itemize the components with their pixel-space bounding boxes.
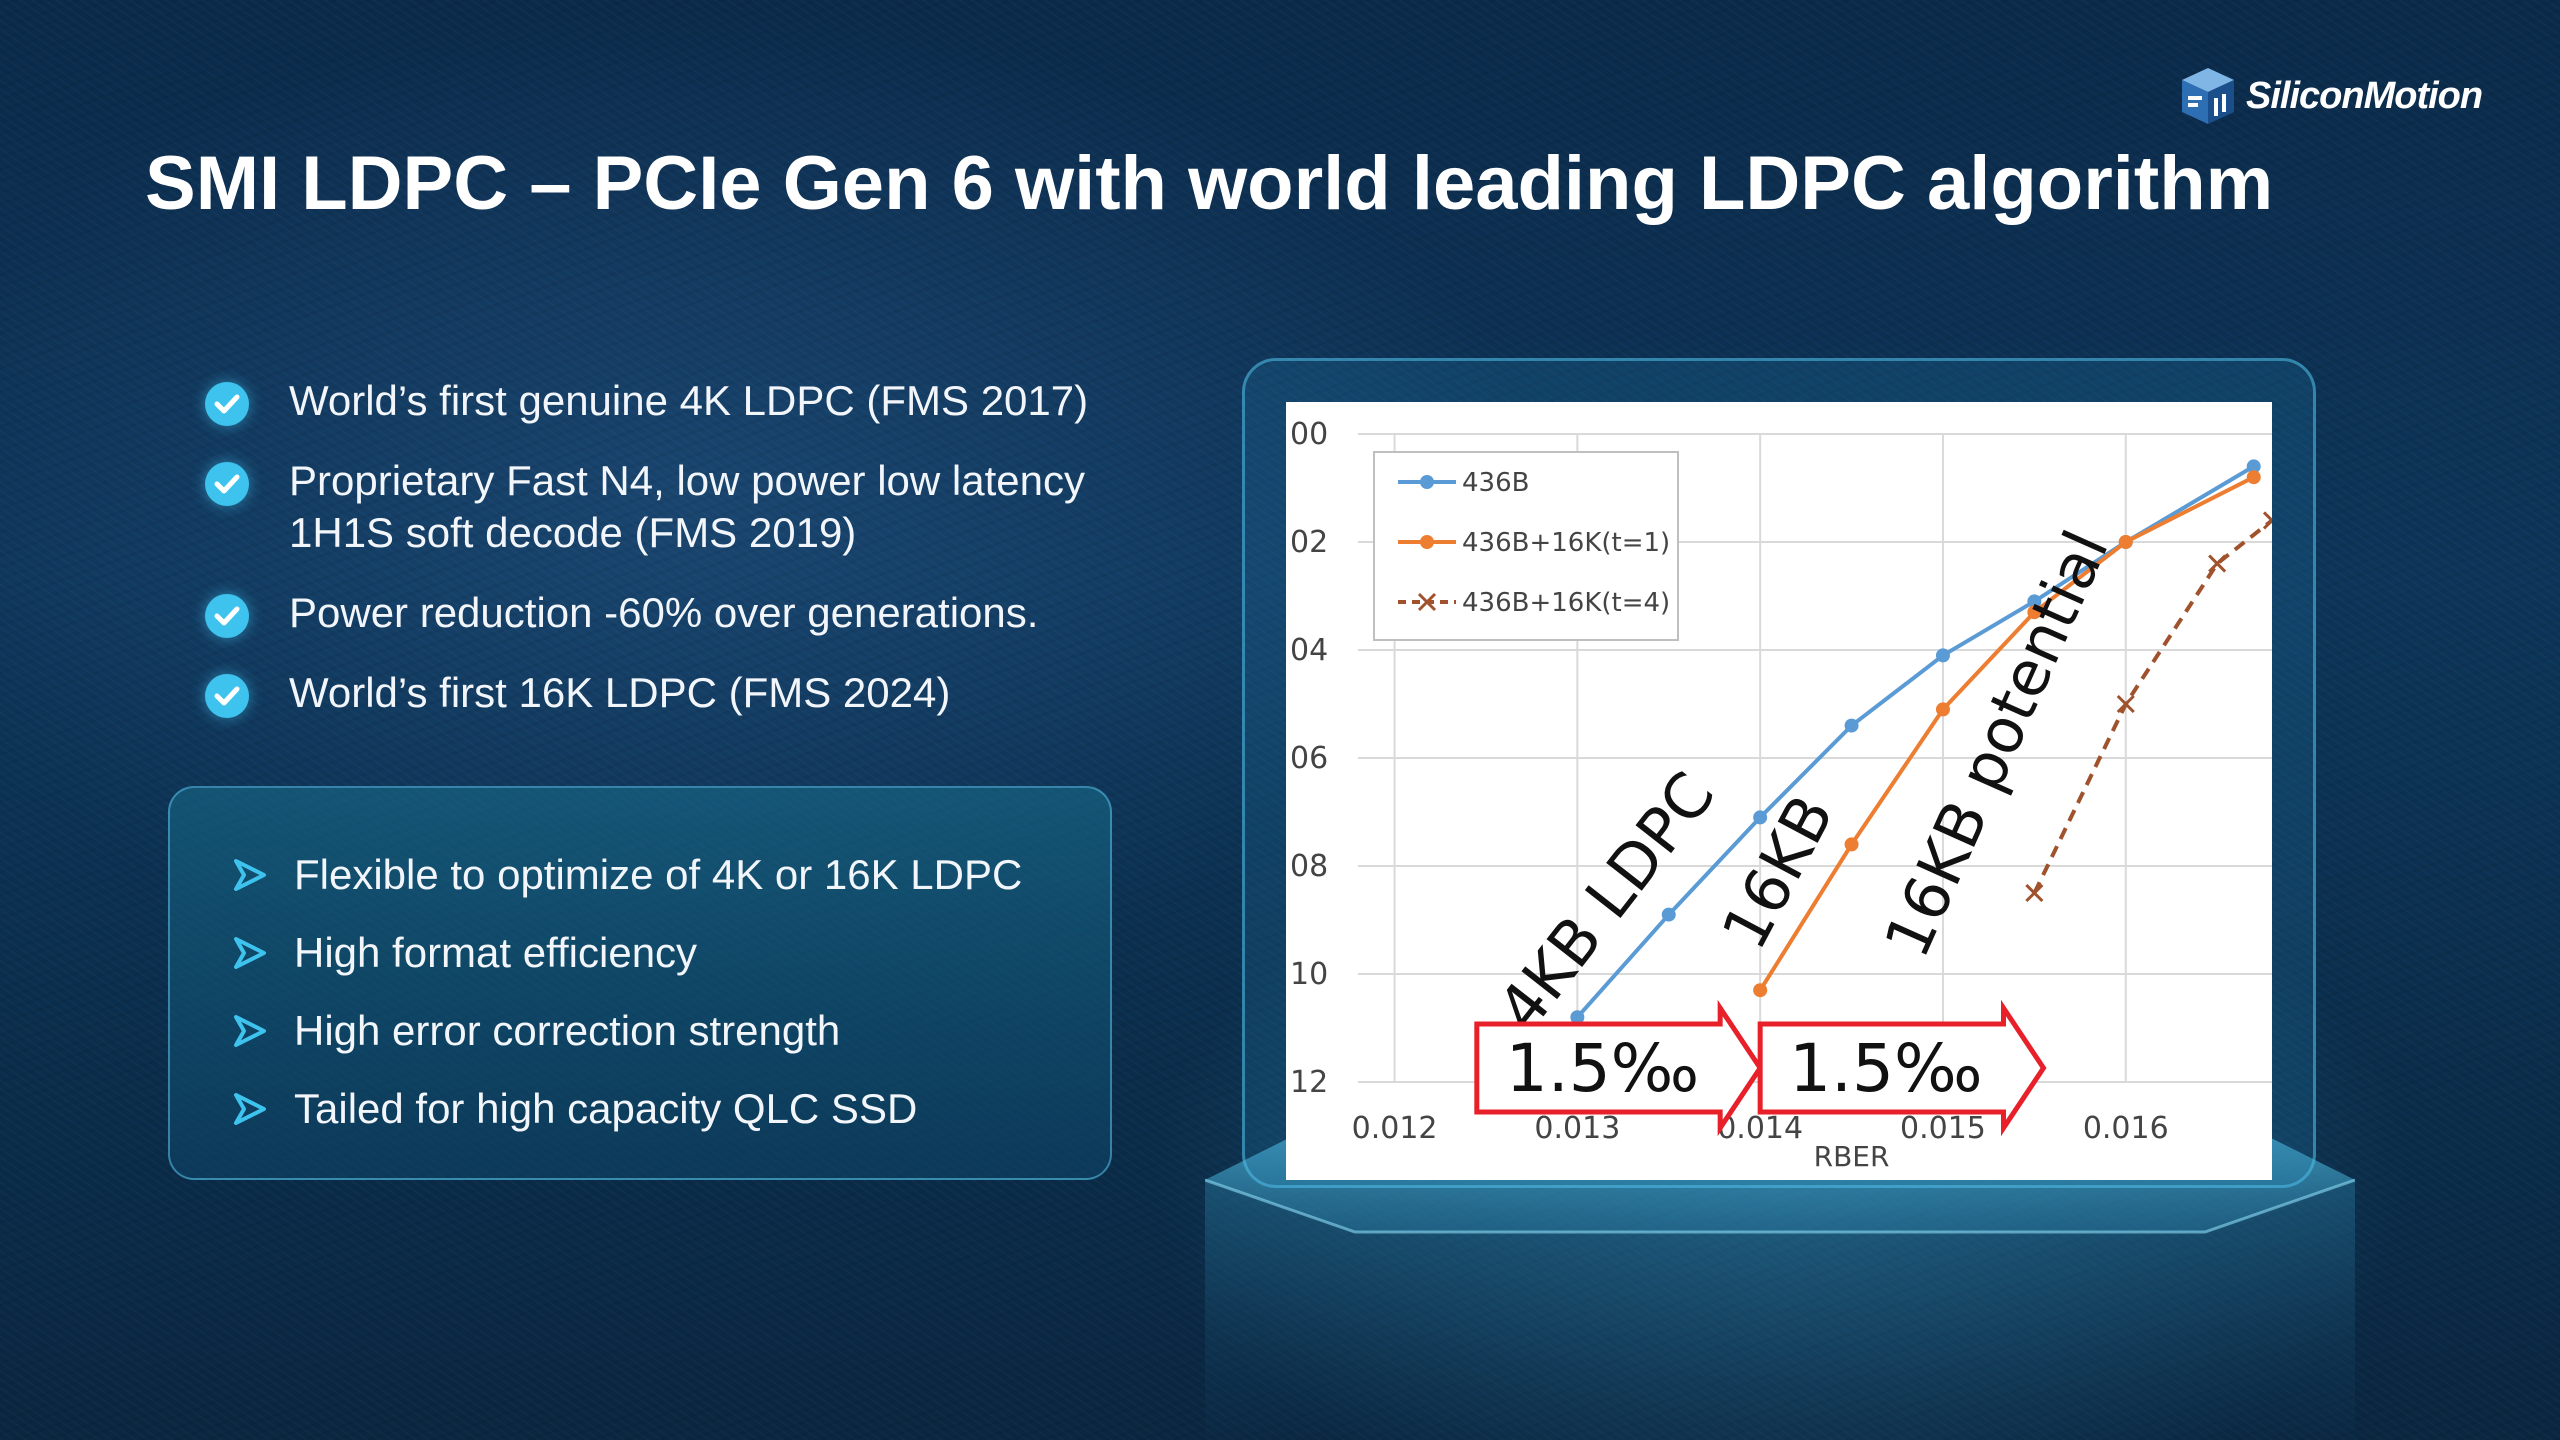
y-tick-label: 10 [1290, 957, 1328, 992]
x-tick-label: 0.015 [1900, 1111, 1986, 1146]
logo-text: SiliconMotion [2246, 74, 2483, 117]
y-tick-label: 02 [1290, 525, 1328, 560]
data-point [1570, 1010, 1585, 1025]
legend-label: 436B+16K(t=4) [1462, 588, 1670, 618]
series-line-2 [2032, 518, 2272, 894]
annotation-16kb: 16KB [1707, 783, 1848, 960]
arrowhead-bullet-icon [234, 1015, 266, 1047]
legend-marker [1417, 592, 1437, 612]
x-tick-label: 0.013 [1534, 1111, 1620, 1146]
data-point [2262, 511, 2272, 530]
y-tick-label: 12 [1290, 1065, 1328, 1100]
slide-title: SMI LDPC – PCIe Gen 6 with world leading… [145, 141, 2274, 226]
data-point [1661, 907, 1676, 922]
feature-item: High format efficiency [230, 914, 1022, 992]
gain-callout-2-label: 1.5‰ [1789, 1030, 1983, 1107]
x-tick-label: 0.014 [1717, 1111, 1803, 1146]
arrowhead-bullet-icon [234, 937, 266, 969]
data-point [2116, 694, 2135, 714]
feature-text: Tailed for high capacity QLC SSD [294, 1085, 918, 1132]
highlight-text: Proprietary Fast N4, low power low laten… [289, 457, 1085, 556]
annotation-16kb-potential: 16KB potential [1870, 520, 2123, 968]
feature-item: Flexible to optimize of 4K or 16K LDPC [230, 836, 1022, 914]
arrowhead-bullet-icon [234, 859, 266, 891]
highlight-item: World’s first genuine 4K LDPC (FMS 2017) [205, 375, 1205, 427]
gain-callout-1-label: 1.5‰ [1506, 1030, 1700, 1107]
highlights-list: World’s first genuine 4K LDPC (FMS 2017)… [205, 375, 1205, 747]
chart-panel: 00 02 04 06 08 10 12 0.012 0.013 0.014 0.015 0.016 R… [1286, 402, 2272, 1180]
series-line-1 [1758, 475, 2255, 992]
silicon-motion-cube-icon [2182, 68, 2234, 124]
features-list: Flexible to optimize of 4K or 16K LDPC H… [230, 836, 1022, 1148]
data-point [1753, 810, 1768, 825]
data-point [2025, 883, 2044, 903]
highlight-item: World’s first 16K LDPC (FMS 2024) [205, 667, 1205, 719]
highlight-text: Power reduction -60% over generations. [289, 589, 1039, 636]
data-point [1753, 983, 1768, 998]
rber-chart: 00 02 04 06 08 10 12 0.012 0.013 0.014 0.015 0.016 R… [1290, 417, 2272, 1173]
feature-item: High error correction strength [230, 992, 1022, 1070]
legend-marker [1420, 475, 1434, 489]
highlight-text: World’s first genuine 4K LDPC (FMS 2017) [289, 377, 1089, 424]
data-point [1844, 718, 1859, 733]
brand-logo: SiliconMotion [2180, 66, 2483, 126]
gain-callout-2-arrow [1757, 999, 2047, 1137]
data-point [1935, 648, 1950, 663]
legend-marker [1420, 535, 1434, 549]
data-point [1844, 837, 1859, 852]
y-tick-label: 04 [1290, 633, 1328, 668]
arrowhead-bullet-icon [234, 1093, 266, 1125]
data-point [2027, 605, 2042, 620]
data-point [1935, 702, 1950, 717]
y-tick-label: 08 [1290, 849, 1328, 884]
checkmark-icon [205, 462, 249, 506]
data-point [2208, 554, 2227, 573]
checkmark-icon [205, 382, 249, 426]
legend-label: 436B [1462, 468, 1529, 498]
data-point [2118, 535, 2133, 549]
data-point [2246, 470, 2261, 485]
highlight-item: Proprietary Fast N4, low power low laten… [205, 455, 1205, 559]
highlight-text: World’s first 16K LDPC (FMS 2024) [289, 669, 951, 716]
x-tick-label: 0.012 [1352, 1111, 1438, 1146]
x-tick-label: 0.016 [2083, 1111, 2169, 1146]
y-tick-label: 00 [1290, 417, 1328, 452]
checkmark-icon [205, 674, 249, 718]
feature-text: High format efficiency [294, 929, 698, 976]
x-axis-title: RBER [1814, 1140, 1890, 1173]
data-point [2246, 459, 2261, 474]
features-callout: Flexible to optimize of 4K or 16K LDPC H… [168, 786, 1112, 1180]
annotation-4kb-ldpc: 4KB LDPC [1483, 759, 1728, 1045]
checkmark-icon [205, 594, 249, 638]
y-tick-label: 06 [1290, 741, 1328, 776]
data-point [2027, 594, 2042, 609]
feature-item: Tailed for high capacity QLC SSD [230, 1070, 1022, 1148]
feature-text: High error correction strength [294, 1007, 841, 1054]
gain-callout-1-arrow [1474, 999, 1764, 1137]
feature-text: Flexible to optimize of 4K or 16K LDPC [294, 851, 1023, 898]
highlight-item: Power reduction -60% over generations. [205, 587, 1205, 639]
legend-label: 436B+16K(t=1) [1462, 528, 1670, 558]
